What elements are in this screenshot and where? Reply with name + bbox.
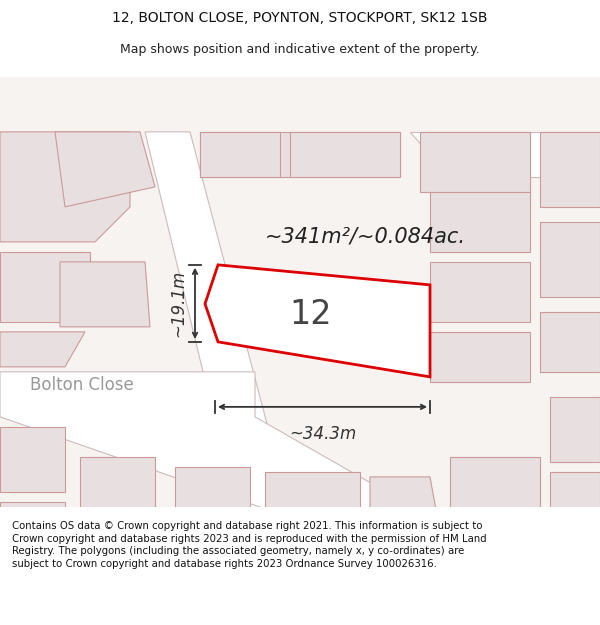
Polygon shape xyxy=(55,132,155,207)
Polygon shape xyxy=(200,132,280,177)
Polygon shape xyxy=(410,132,600,177)
Polygon shape xyxy=(370,477,440,532)
Text: ~34.3m: ~34.3m xyxy=(289,425,356,443)
Polygon shape xyxy=(205,265,430,377)
Polygon shape xyxy=(290,132,400,177)
Polygon shape xyxy=(430,262,530,322)
Polygon shape xyxy=(60,262,150,327)
Polygon shape xyxy=(430,332,530,382)
Text: ~341m²/~0.084ac.: ~341m²/~0.084ac. xyxy=(265,227,466,247)
Polygon shape xyxy=(0,252,90,322)
Polygon shape xyxy=(145,132,310,587)
Polygon shape xyxy=(430,192,530,252)
Polygon shape xyxy=(200,132,400,177)
Polygon shape xyxy=(540,312,600,372)
Text: 12, BOLTON CLOSE, POYNTON, STOCKPORT, SK12 1SB: 12, BOLTON CLOSE, POYNTON, STOCKPORT, SK… xyxy=(112,11,488,26)
Polygon shape xyxy=(540,222,600,297)
Polygon shape xyxy=(550,397,600,462)
Text: ~19.1m: ~19.1m xyxy=(169,270,187,337)
Polygon shape xyxy=(0,132,130,242)
Polygon shape xyxy=(0,507,120,587)
Polygon shape xyxy=(0,332,85,367)
Polygon shape xyxy=(0,372,600,587)
Text: Contains OS data © Crown copyright and database right 2021. This information is : Contains OS data © Crown copyright and d… xyxy=(12,521,487,569)
Text: Map shows position and indicative extent of the property.: Map shows position and indicative extent… xyxy=(120,42,480,56)
Polygon shape xyxy=(450,522,540,587)
Polygon shape xyxy=(420,132,530,192)
Polygon shape xyxy=(0,427,65,492)
Text: Bolton Close: Bolton Close xyxy=(30,376,134,394)
Polygon shape xyxy=(80,457,155,512)
Polygon shape xyxy=(550,547,600,587)
Polygon shape xyxy=(80,522,165,587)
Text: 12: 12 xyxy=(289,298,332,331)
Polygon shape xyxy=(450,457,540,512)
Polygon shape xyxy=(540,132,600,207)
Polygon shape xyxy=(265,472,360,527)
Polygon shape xyxy=(0,502,65,587)
Polygon shape xyxy=(175,467,250,522)
Polygon shape xyxy=(550,472,600,537)
